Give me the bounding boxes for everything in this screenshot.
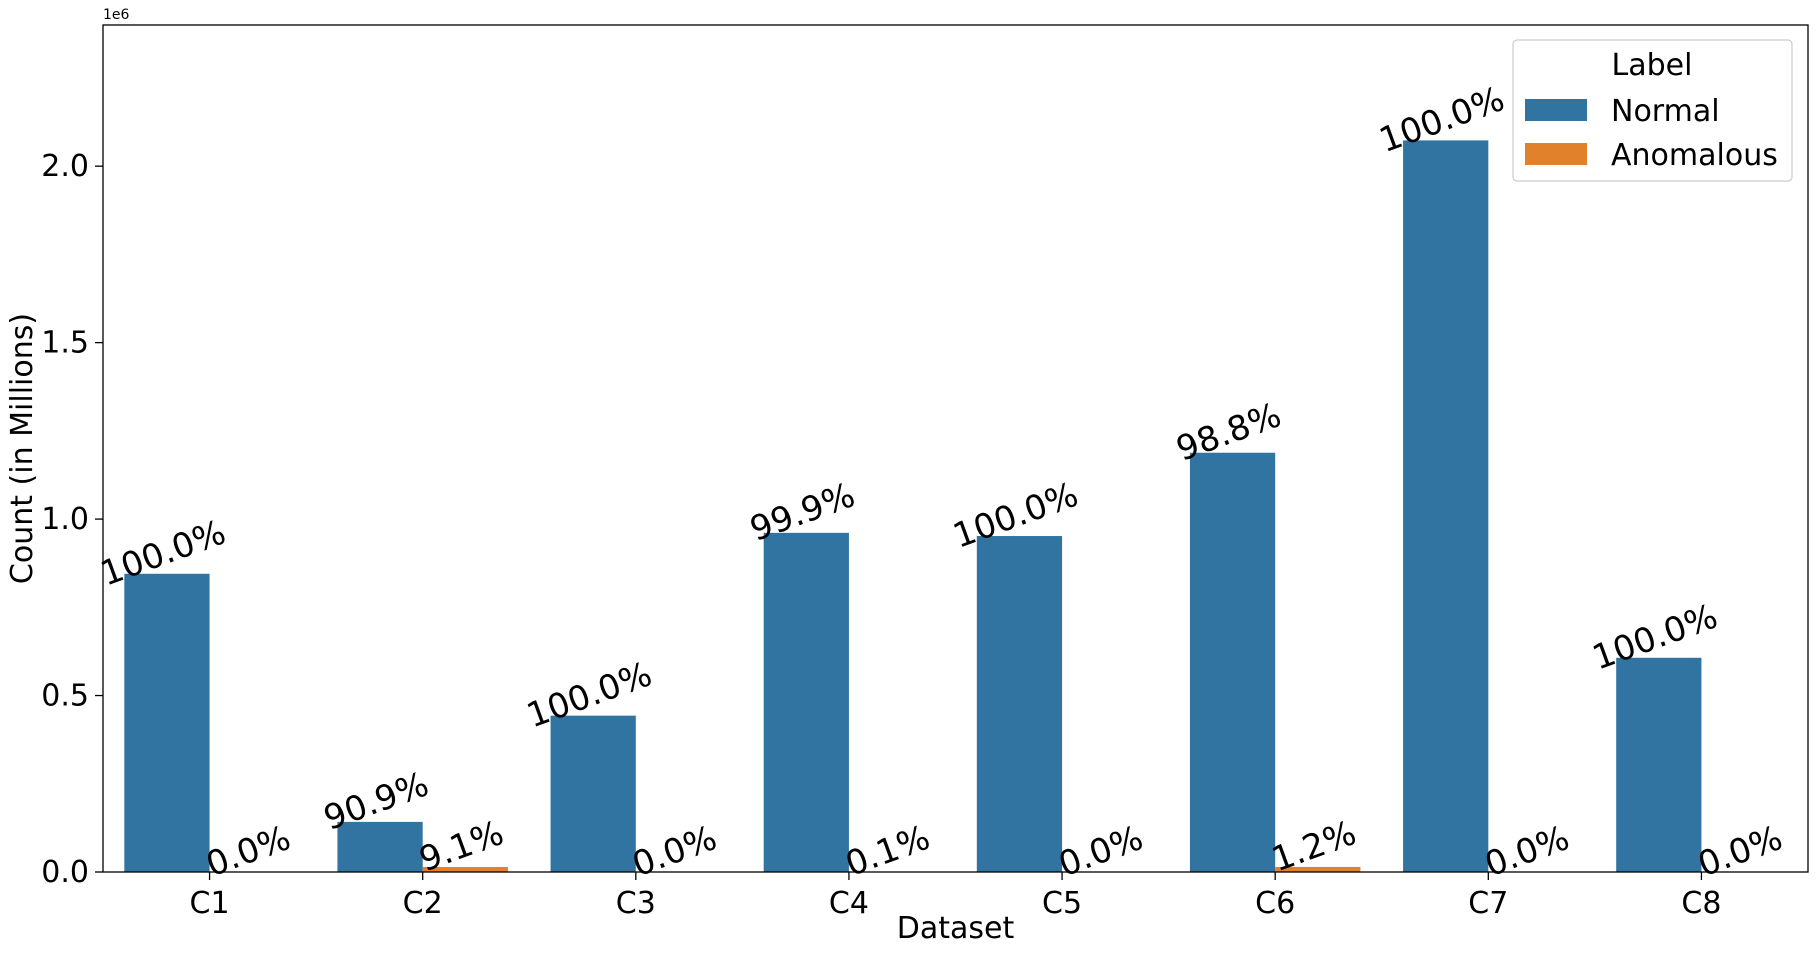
y-axis: 0.0 0.5 1.0 1.5 2.0	[41, 149, 103, 890]
y-tick-label: 1.0	[41, 502, 89, 537]
x-tick-label-c8: C8	[1681, 886, 1721, 921]
bar-normal-c3	[551, 716, 636, 872]
x-tick-label-c3: C3	[616, 886, 656, 921]
bar-label-anomalous-c8: 0.0%	[1693, 818, 1788, 885]
x-tick-label-c7: C7	[1468, 886, 1508, 921]
bar-normal-c7	[1403, 140, 1488, 872]
bars-layer	[124, 140, 1701, 872]
bar-normal-c6	[1190, 453, 1275, 872]
bar-label-anomalous-c3: 0.0%	[627, 818, 722, 885]
bar-normal-c4	[764, 533, 849, 872]
bar-normal-c8	[1616, 658, 1701, 872]
y-axis-offset-text: 1e6	[103, 7, 130, 23]
y-tick-label: 0.5	[41, 679, 89, 714]
x-tick-label-c6: C6	[1255, 886, 1295, 921]
x-axis-label: Dataset	[897, 911, 1015, 946]
legend: Label Normal Anomalous	[1513, 40, 1792, 181]
x-tick-label-c4: C4	[829, 886, 869, 921]
x-tick-label-c5: C5	[1042, 886, 1082, 921]
legend-label-normal: Normal	[1611, 94, 1720, 129]
legend-title: Label	[1612, 48, 1693, 83]
legend-label-anomalous: Anomalous	[1611, 138, 1778, 173]
x-tick-label-c2: C2	[403, 886, 443, 921]
bar-labels-layer: 100.0%90.9%100.0%99.9%100.0%98.8%100.0%1…	[95, 79, 1787, 885]
bar-normal-c1	[124, 574, 209, 872]
legend-swatch-normal	[1525, 99, 1587, 121]
bar-label-anomalous-c1: 0.0%	[201, 818, 296, 885]
bar-normal-c5	[977, 536, 1062, 872]
y-tick-label: 2.0	[41, 149, 89, 184]
bar-label-anomalous-c5: 0.0%	[1053, 818, 1148, 885]
y-tick-label: 1.5	[41, 326, 89, 361]
bar-label-anomalous-c7: 0.0%	[1480, 818, 1575, 885]
y-tick-label: 0.0	[41, 855, 89, 890]
y-axis-label: Count (in Millions)	[5, 313, 40, 584]
bar-label-anomalous-c4: 0.1%	[840, 818, 935, 885]
legend-swatch-anomalous	[1525, 143, 1587, 165]
x-tick-label-c1: C1	[190, 886, 230, 921]
